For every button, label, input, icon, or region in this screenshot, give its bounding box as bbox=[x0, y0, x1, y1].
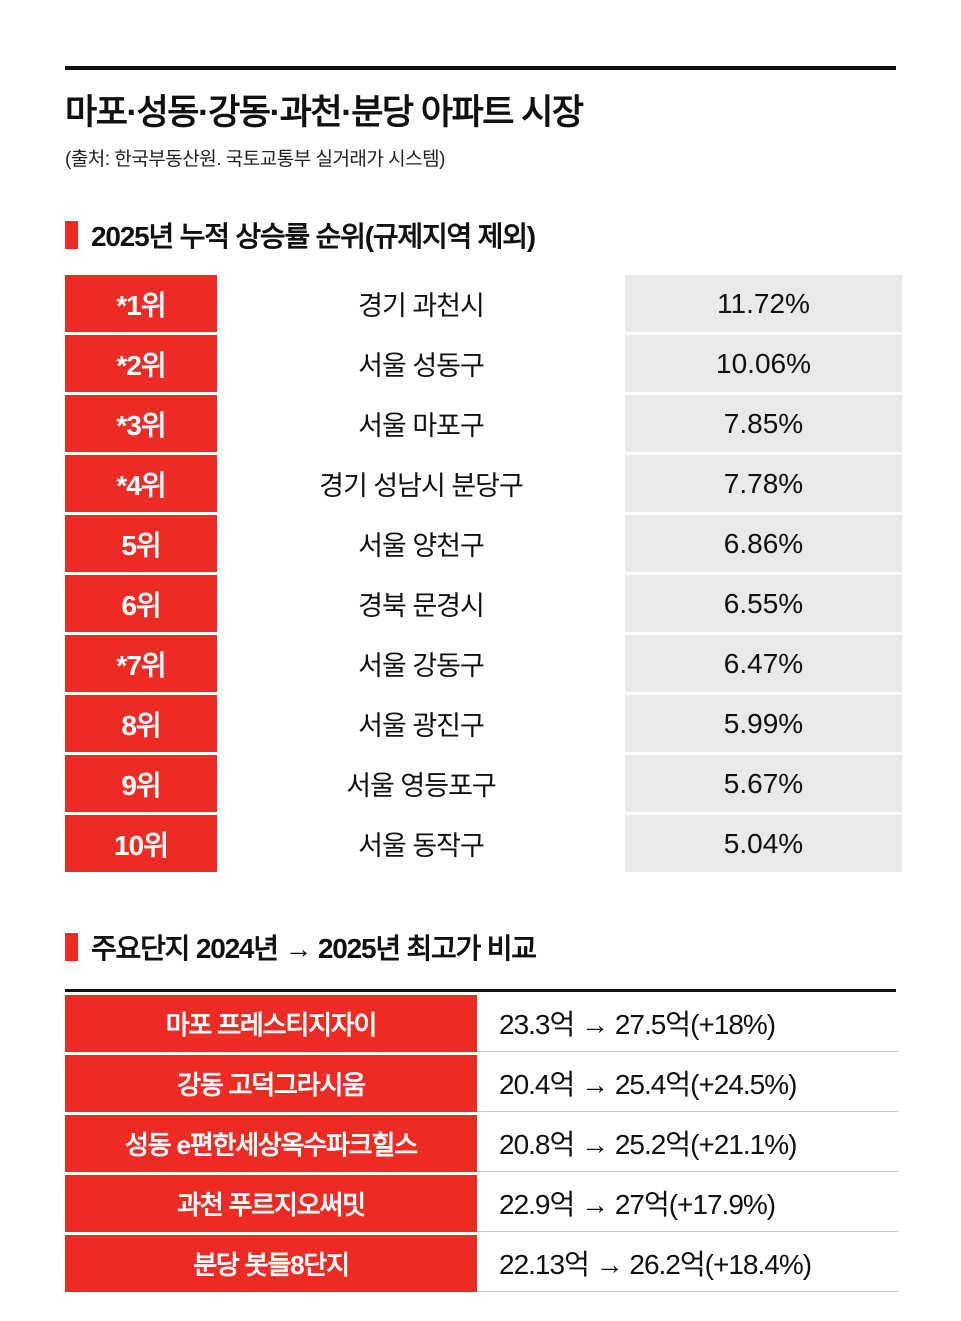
price-cell: 23.3억 → 27.5억(+18%) bbox=[477, 995, 898, 1052]
table-row: 마포 프레스티지자이 23.3억 → 27.5억(+18%) bbox=[65, 995, 898, 1052]
region-cell: 서울 성동구 bbox=[217, 335, 625, 392]
table-row: *7위 서울 강동구 6.47% bbox=[65, 635, 902, 692]
complex-cell: 강동 고덕그라시움 bbox=[65, 1055, 477, 1112]
rate-cell: 5.67% bbox=[625, 755, 902, 812]
section1-header: 2025년 누적 상승률 순위(규제지역 제외) bbox=[65, 215, 896, 255]
table-row: 8위 서울 광진구 5.99% bbox=[65, 695, 902, 752]
rank-cell: 6위 bbox=[65, 575, 217, 632]
rate-cell: 5.99% bbox=[625, 695, 902, 752]
table-row: *1위 경기 과천시 11.72% bbox=[65, 275, 902, 332]
rate-cell: 10.06% bbox=[625, 335, 902, 392]
region-cell: 경북 문경시 bbox=[217, 575, 625, 632]
region-cell: 서울 광진구 bbox=[217, 695, 625, 752]
table-row: *3위 서울 마포구 7.85% bbox=[65, 395, 902, 452]
red-bullet-icon bbox=[65, 221, 78, 249]
rank-cell: 5위 bbox=[65, 515, 217, 572]
table2-top-divider bbox=[65, 989, 896, 992]
table-row: 9위 서울 영등포구 5.67% bbox=[65, 755, 902, 812]
rate-cell: 6.47% bbox=[625, 635, 902, 692]
price-cell: 22.9억 → 27억(+17.9%) bbox=[477, 1175, 898, 1232]
section1-title: 2025년 누적 상승률 순위(규제지역 제외) bbox=[91, 221, 536, 252]
rank-table: *1위 경기 과천시 11.72% *2위 서울 성동구 10.06% *3위 … bbox=[65, 272, 902, 875]
region-cell: 서울 양천구 bbox=[217, 515, 625, 572]
table-row: 과천 푸르지오써밋 22.9억 → 27억(+17.9%) bbox=[65, 1175, 898, 1232]
rank-cell: *2위 bbox=[65, 335, 217, 392]
region-cell: 서울 동작구 bbox=[217, 815, 625, 872]
complex-cell: 과천 푸르지오써밋 bbox=[65, 1175, 477, 1232]
table-row: 강동 고덕그라시움 20.4억 → 25.4억(+24.5%) bbox=[65, 1055, 898, 1112]
complex-cell: 마포 프레스티지자이 bbox=[65, 995, 477, 1052]
price-table: 마포 프레스티지자이 23.3억 → 27.5억(+18%) 강동 고덕그라시움… bbox=[65, 992, 898, 1295]
price-cell: 20.4억 → 25.4억(+24.5%) bbox=[477, 1055, 898, 1112]
rate-cell: 5.04% bbox=[625, 815, 902, 872]
section2-title: 주요단지 2024년 → 2025년 최고가 비교 bbox=[91, 933, 537, 964]
rank-cell: *4위 bbox=[65, 455, 217, 512]
complex-cell: 성동 e편한세상옥수파크힐스 bbox=[65, 1115, 477, 1172]
rate-cell: 7.78% bbox=[625, 455, 902, 512]
table-row: 6위 경북 문경시 6.55% bbox=[65, 575, 902, 632]
complex-cell: 분당 봇들8단지 bbox=[65, 1235, 477, 1292]
rank-cell: 9위 bbox=[65, 755, 217, 812]
table-row: 분당 봇들8단지 22.13억 → 26.2억(+18.4%) bbox=[65, 1235, 898, 1292]
table-row: 성동 e편한세상옥수파크힐스 20.8억 → 25.2억(+21.1%) bbox=[65, 1115, 898, 1172]
rate-cell: 6.55% bbox=[625, 575, 902, 632]
region-cell: 서울 강동구 bbox=[217, 635, 625, 692]
rate-cell: 11.72% bbox=[625, 275, 902, 332]
region-cell: 경기 과천시 bbox=[217, 275, 625, 332]
table-row: 10위 서울 동작구 5.04% bbox=[65, 815, 902, 872]
red-bullet-icon bbox=[65, 933, 78, 961]
rank-cell: *7위 bbox=[65, 635, 217, 692]
region-cell: 경기 성남시 분당구 bbox=[217, 455, 625, 512]
region-cell: 서울 영등포구 bbox=[217, 755, 625, 812]
price-cell: 20.8억 → 25.2억(+21.1%) bbox=[477, 1115, 898, 1172]
table-row: *4위 경기 성남시 분당구 7.78% bbox=[65, 455, 902, 512]
table-row: 5위 서울 양천구 6.86% bbox=[65, 515, 902, 572]
top-divider bbox=[65, 66, 896, 70]
price-cell: 22.13억 → 26.2억(+18.4%) bbox=[477, 1235, 898, 1292]
rate-cell: 6.86% bbox=[625, 515, 902, 572]
region-cell: 서울 마포구 bbox=[217, 395, 625, 452]
section2-header: 주요단지 2024년 → 2025년 최고가 비교 bbox=[65, 927, 896, 967]
table-row: *2위 서울 성동구 10.06% bbox=[65, 335, 902, 392]
rank-cell: *3위 bbox=[65, 395, 217, 452]
rank-cell: 10위 bbox=[65, 815, 217, 872]
page-title: 마포·성동·강동·과천·분당 아파트 시장 bbox=[65, 93, 584, 132]
rank-cell: 8위 bbox=[65, 695, 217, 752]
rate-cell: 7.85% bbox=[625, 395, 902, 452]
rank-cell: *1위 bbox=[65, 275, 217, 332]
source-note: (출처: 한국부동산원. 국토교통부 실거래가 시스템) bbox=[65, 149, 445, 170]
